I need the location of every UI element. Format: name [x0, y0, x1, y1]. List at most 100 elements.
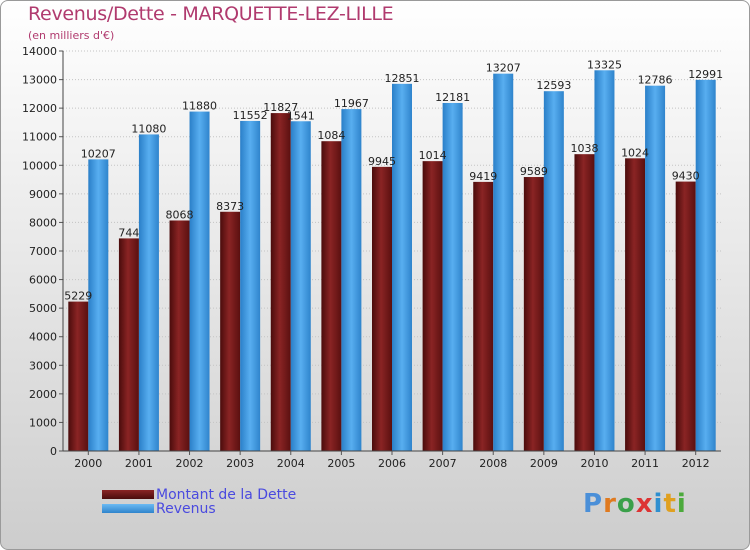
legend-item-dette: Montant de la Dette	[102, 487, 362, 503]
chart-subtitle: (en milliers d'€)	[28, 29, 115, 42]
data-label-dette: 11827	[263, 101, 298, 114]
y-tick-label: 5000	[29, 302, 57, 315]
data-label-dette: 5229	[64, 290, 92, 303]
bar-dette	[523, 177, 544, 451]
logo-letter: t	[663, 489, 677, 519]
bar-revenus	[189, 111, 210, 452]
data-label-revenus: 12181	[435, 91, 470, 104]
bar-revenus	[392, 83, 412, 451]
proxiti-logo: Proxiti	[583, 489, 687, 519]
y-tick-label: 13000	[22, 74, 57, 87]
y-tick-label: 14000	[22, 45, 57, 58]
legend-swatch-dette	[102, 490, 154, 499]
bar-dette	[118, 238, 139, 451]
x-tick-label: 2004	[277, 457, 305, 470]
bar-revenus	[695, 79, 716, 451]
data-label-dette: 1038	[570, 142, 598, 155]
x-tick-label: 2010	[580, 457, 608, 470]
bar-dette	[220, 211, 241, 451]
logo-letter: i	[676, 489, 687, 519]
bar-dette	[270, 113, 291, 451]
y-tick-label: 10000	[22, 159, 57, 172]
bar-revenus	[138, 134, 159, 451]
x-tick-label: 2009	[530, 457, 558, 470]
data-label-dette: 9945	[368, 155, 396, 168]
bar-dette	[625, 158, 646, 452]
x-tick-label: 2011	[631, 457, 659, 470]
data-label-revenus: 11080	[131, 122, 166, 135]
y-tick-label: 7000	[29, 245, 57, 258]
y-tick-label: 1000	[29, 416, 57, 429]
data-label-revenus: 12851	[385, 72, 420, 85]
bar-revenus	[88, 159, 109, 451]
x-tick-label: 2012	[682, 457, 710, 470]
bar-dette	[473, 181, 494, 451]
data-label-revenus: 11552	[233, 109, 268, 122]
x-tick-label: 2001	[125, 457, 153, 470]
x-tick-label: 2006	[378, 457, 406, 470]
chart-title: Revenus/Dette - MARQUETTE-LEZ-LILLE	[28, 3, 394, 25]
data-label-dette: 1084	[317, 129, 345, 142]
bar-revenus	[594, 70, 615, 452]
y-tick-label: 0	[50, 445, 57, 458]
data-label-revenus: 12593	[536, 79, 571, 92]
bar-revenus	[341, 109, 362, 451]
bar-revenus	[645, 85, 666, 451]
data-label-dette: 1014	[419, 149, 447, 162]
bar-revenus	[240, 120, 261, 451]
y-tick-label: 4000	[29, 331, 57, 344]
data-label-revenus: 10207	[81, 147, 116, 160]
data-label-revenus: 11880	[182, 100, 217, 113]
y-tick-label: 8000	[29, 216, 57, 229]
x-tick-label: 2005	[327, 457, 355, 470]
data-label-dette: 744	[118, 226, 139, 239]
value-labels: 5229 10207 744 11080 8068 11880 8373 1155211827…	[64, 58, 723, 302]
data-label-dette: 9430	[672, 170, 700, 183]
bars	[68, 70, 716, 452]
x-tick-label: 2007	[429, 457, 457, 470]
axes: 0 1000 2000 3000 4000 5000 6000 7000 8000 9000 100…	[22, 45, 721, 470]
y-tick-label: 9000	[29, 188, 57, 201]
bar-revenus	[290, 121, 311, 451]
legend-item-revenus: Revenus	[102, 501, 362, 517]
data-label-revenus: 12786	[638, 74, 673, 87]
legend-label-revenus: Revenus	[156, 501, 216, 517]
logo-letter: i	[653, 489, 664, 519]
bar-revenus	[442, 102, 463, 451]
bar-dette	[675, 181, 696, 452]
bar-dette	[372, 166, 392, 451]
bar-revenus	[543, 91, 564, 451]
logo-letter: o	[616, 489, 636, 519]
bar-dette	[321, 141, 342, 451]
data-label-revenus: 12991	[688, 68, 723, 81]
bar-dette	[422, 161, 443, 451]
data-label-revenus: 1541	[287, 109, 315, 122]
x-tick-label: 2002	[176, 457, 204, 470]
x-tick-label: 2003	[226, 457, 254, 470]
data-label-revenus: 11967	[334, 97, 369, 110]
bar-dette	[574, 154, 595, 451]
bar-revenus	[493, 73, 514, 452]
bar-dette	[68, 301, 89, 451]
y-tick-label: 12000	[22, 102, 57, 115]
x-tick-label: 2008	[479, 457, 507, 470]
y-tick-label: 11000	[22, 131, 57, 144]
logo-letter: x	[635, 489, 654, 519]
data-label-dette: 9419	[469, 170, 497, 183]
logo-letter: P	[583, 489, 604, 519]
data-label-dette: 8068	[166, 208, 194, 221]
legend-swatch-revenus	[102, 504, 154, 513]
logo-letter: r	[603, 489, 617, 519]
x-tick-label: 2000	[74, 457, 102, 470]
data-label-dette: 9589	[520, 165, 548, 178]
bar-dette	[169, 220, 190, 451]
data-label-dette: 1024	[621, 146, 649, 159]
data-label-revenus: 13207	[486, 62, 521, 75]
data-label-revenus: 13325	[587, 58, 622, 71]
y-tick-label: 2000	[29, 388, 57, 401]
data-label-dette: 8373	[216, 200, 244, 213]
y-tick-label: 6000	[29, 274, 57, 287]
y-tick-label: 3000	[29, 359, 57, 372]
